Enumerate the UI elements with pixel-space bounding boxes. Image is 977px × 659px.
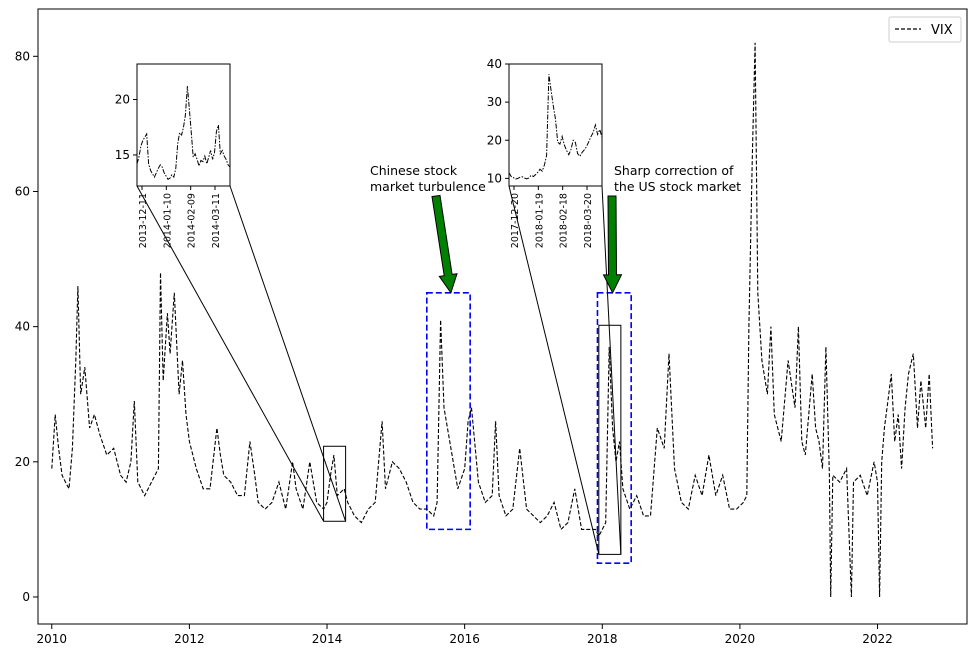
- x-tick-label: 2012: [174, 632, 205, 646]
- inset-x-tick-label: 2013-12-11: [138, 193, 149, 248]
- x-tick-label: 2014: [312, 632, 343, 646]
- x-tick-label: 2010: [36, 632, 67, 646]
- annotation-text: the US stock market: [614, 179, 741, 194]
- y-tick-label: 0: [22, 590, 30, 604]
- annotation-text: Chinese stock: [370, 163, 458, 178]
- highlight-layer: [426, 292, 632, 564]
- annotation-1: Chinese stock market turbulence: [370, 163, 486, 294]
- inset-x-tick-label: 2018-03-20: [583, 193, 594, 248]
- highlight-box-2: [596, 292, 632, 564]
- inset-y-tick-label: 40: [487, 57, 502, 71]
- inset-connector: [136, 185, 325, 522]
- inset-connector: [601, 185, 622, 555]
- series-line-vix: [51, 42, 934, 598]
- inset-2: 10 20 30 40 2017-12-20 2018-01-19 2018-02-18 20…: [487, 57, 622, 555]
- inset-y-tick-label: 20: [115, 92, 130, 106]
- annotation-arrow: [431, 194, 458, 294]
- legend-box: [888, 16, 962, 43]
- inset-x-tick-label: 2018-01-19: [534, 193, 545, 248]
- inset-y-tick-label: 30: [487, 95, 502, 109]
- inset-x-tick-label: 2018-02-18: [559, 193, 570, 248]
- annotation-text: Sharp correction of: [614, 163, 734, 178]
- series-layer: [51, 42, 934, 598]
- inset-y-tick-label: 10: [487, 171, 502, 185]
- inset-frame: [508, 63, 603, 187]
- y-tick-label: 20: [15, 455, 30, 469]
- inset-series-line: [508, 74, 603, 180]
- inset-layer: 15 20 2013-12-11 2014-01-10 2014-02-09 2014-0…: [115, 57, 622, 555]
- inset-x-tick-label: 2014-01-10: [162, 193, 173, 248]
- annotation-layer: Chinese stock market turbulence Sharp cor…: [370, 163, 741, 294]
- zoom-box-1: [323, 445, 347, 522]
- inset-1: 15 20 2013-12-11 2014-01-10 2014-02-09 2014-0…: [115, 63, 347, 522]
- zoom-box-2: [598, 324, 622, 555]
- x-tick-label: 2022: [862, 632, 893, 646]
- x-tick-label: 2016: [449, 632, 480, 646]
- highlight-box-1: [426, 292, 471, 531]
- inset-connector: [508, 185, 600, 555]
- inset-x-tick-label: 2014-03-11: [211, 193, 222, 248]
- inset-x-tick-label: 2014-02-09: [187, 193, 198, 248]
- inset-y-tick-label: 15: [115, 148, 130, 162]
- inset-x-tick-label: 2017-12-20: [510, 193, 521, 248]
- inset-y-tick-label: 20: [487, 133, 502, 147]
- annotation-text: market turbulence: [370, 179, 486, 194]
- x-tick-label: 2018: [587, 632, 618, 646]
- legend: VIX: [888, 16, 962, 43]
- x-tick-label: 2020: [725, 632, 756, 646]
- annotation-2: Sharp correction of the US stock market: [602, 163, 741, 294]
- y-tick-label: 60: [15, 184, 30, 198]
- inset-series-line: [136, 86, 231, 180]
- legend-label: VIX: [931, 23, 953, 38]
- y-tick-label: 80: [15, 49, 30, 63]
- annotation-arrow: [602, 195, 623, 294]
- y-tick-label: 40: [15, 320, 30, 334]
- inset-connector: [229, 185, 347, 522]
